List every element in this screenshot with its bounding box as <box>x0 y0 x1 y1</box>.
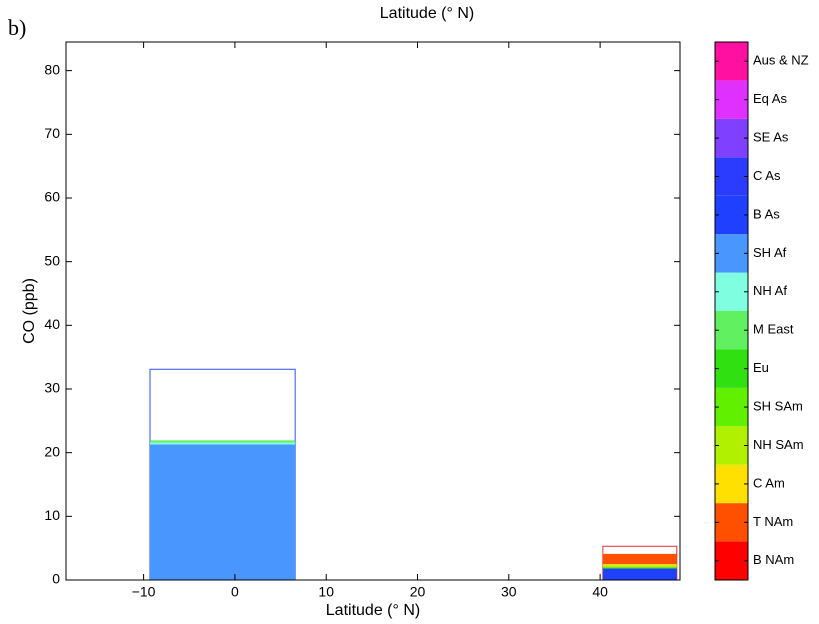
y-tick-label: 60 <box>44 189 60 205</box>
legend-label: SH Af <box>753 245 787 260</box>
legend-label: SH SAm <box>753 399 803 414</box>
legend-swatch <box>715 42 748 81</box>
legend-label: Aus & NZ <box>753 53 809 68</box>
legend-frame <box>714 41 749 581</box>
legend-label: NH SAm <box>753 437 804 452</box>
bar-segment <box>602 568 677 580</box>
y-tick-label: 80 <box>44 61 60 77</box>
panel-label: b) <box>8 15 26 40</box>
x-tick-label: −10 <box>132 584 156 600</box>
legend-swatch <box>715 311 748 350</box>
top-axis-label: Latitude (° N) <box>380 5 474 22</box>
bar-segment <box>602 565 677 568</box>
legend-label: SE As <box>753 130 789 145</box>
legend-swatch <box>715 80 748 119</box>
x-tick-label: 30 <box>501 584 517 600</box>
y-tick-label: 10 <box>44 507 60 523</box>
legend-label: B NAm <box>753 552 794 567</box>
bar-segment <box>149 444 296 580</box>
legend-swatch <box>715 272 748 311</box>
x-tick-label: 0 <box>231 584 239 600</box>
x-tick-label: 10 <box>318 584 334 600</box>
bar-segment <box>602 553 677 565</box>
y-tick-label: 20 <box>44 443 60 459</box>
legend-label: B As <box>753 206 780 221</box>
bar-segment <box>602 564 677 566</box>
legend-label: Eq As <box>753 91 787 106</box>
bar-segment <box>602 567 677 569</box>
legend-swatch <box>715 541 748 580</box>
legend-swatch <box>715 387 748 427</box>
bar-segment <box>149 440 296 442</box>
legend-label: M East <box>753 322 794 337</box>
y-tick-label: 30 <box>44 380 60 396</box>
x-tick-label: 20 <box>410 584 426 600</box>
y-tick-label: 70 <box>44 125 60 141</box>
legend-label: Eu <box>753 360 769 375</box>
x-tick-label: 40 <box>592 584 608 600</box>
y-tick-label: 50 <box>44 252 60 268</box>
bar-segment <box>149 441 296 443</box>
y-tick-label: 40 <box>44 316 60 332</box>
legend-swatch <box>715 503 748 542</box>
bar-segment <box>149 442 296 445</box>
y-tick-label: 0 <box>52 571 60 587</box>
y-axis-label: CO (ppb) <box>21 278 38 344</box>
legend-swatch <box>715 157 748 196</box>
legend-swatch <box>715 464 748 504</box>
legend-swatch <box>715 118 748 158</box>
x-axis-label: Latitude (° N) <box>326 602 420 619</box>
legend-label: NH Af <box>753 283 787 298</box>
plot-frame <box>65 41 681 581</box>
legend-swatch <box>715 426 748 465</box>
legend-swatch <box>715 234 748 273</box>
legend-label: C Am <box>753 475 785 490</box>
legend-label: C As <box>753 168 781 183</box>
legend-swatch <box>715 349 748 388</box>
legend-label: T NAm <box>753 514 793 529</box>
legend-swatch <box>715 195 748 235</box>
